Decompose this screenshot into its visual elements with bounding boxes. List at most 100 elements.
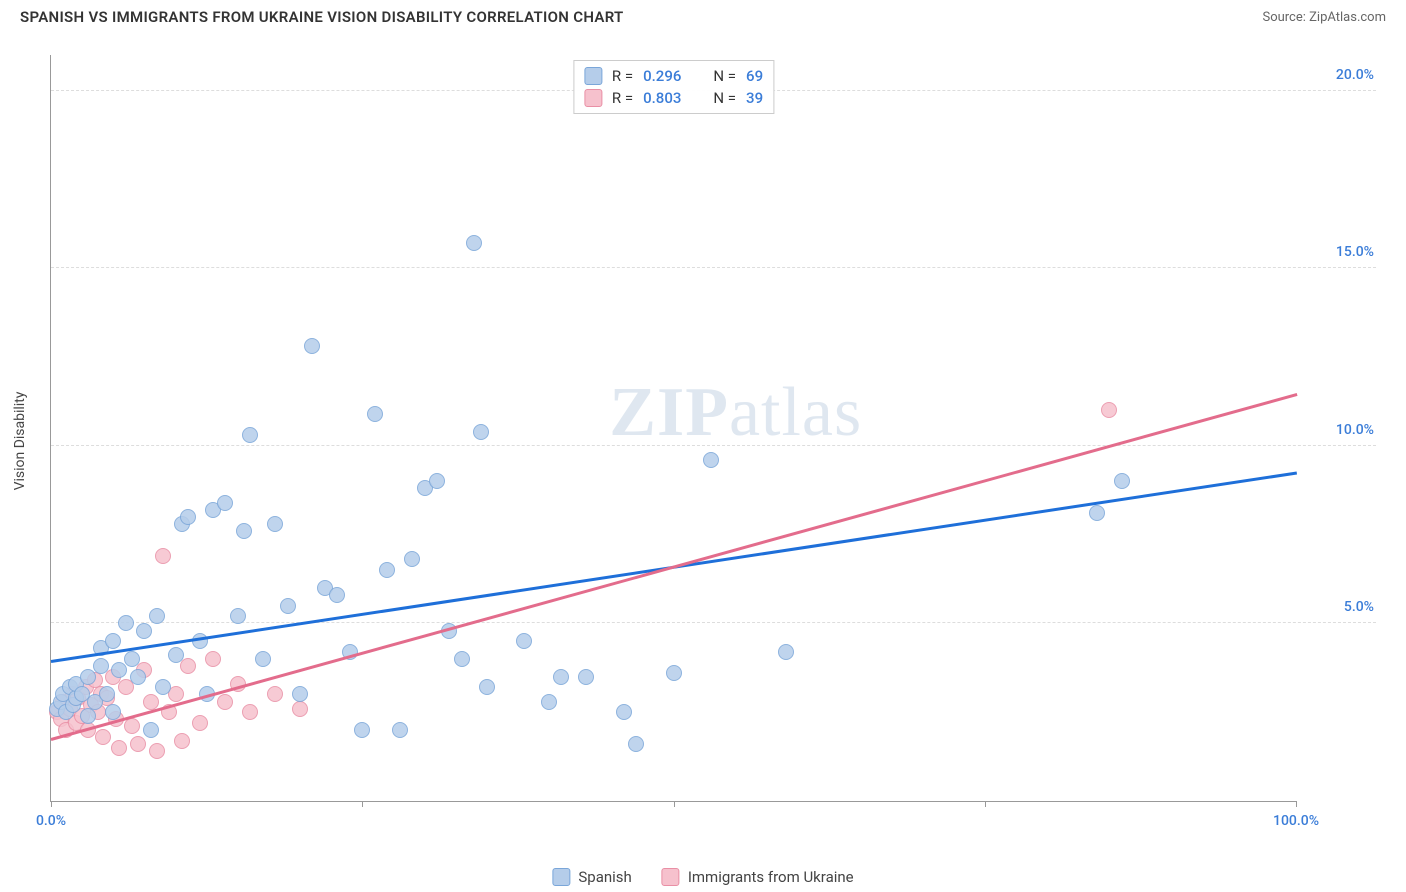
legend-swatch	[662, 868, 680, 886]
scatter-point	[118, 615, 134, 631]
chart-title: SPANISH VS IMMIGRANTS FROM UKRAINE VISIO…	[20, 8, 624, 26]
scatter-point	[242, 427, 258, 443]
scatter-point	[280, 598, 296, 614]
scatter-point	[149, 743, 165, 759]
scatter-point	[174, 733, 190, 749]
scatter-point	[230, 608, 246, 624]
scatter-point	[267, 516, 283, 532]
legend-swatch	[584, 67, 602, 85]
scatter-point	[354, 722, 370, 738]
scatter-point	[1114, 473, 1130, 489]
legend-item: Immigrants from Ukraine	[662, 868, 854, 886]
scatter-point	[155, 548, 171, 564]
r-label: R =	[612, 89, 633, 107]
scatter-point	[454, 651, 470, 667]
scatter-point	[255, 651, 271, 667]
legend-label: Spanish	[578, 868, 631, 886]
scatter-point	[616, 704, 632, 720]
scatter-point	[778, 644, 794, 660]
scatter-point	[628, 736, 644, 752]
scatter-point	[143, 694, 159, 710]
x-tick	[985, 801, 986, 807]
scatter-point	[217, 495, 233, 511]
x-tick	[1296, 801, 1297, 807]
x-tick	[362, 801, 363, 807]
gridline	[51, 445, 1376, 446]
scatter-point	[192, 715, 208, 731]
r-value: 0.296	[643, 67, 681, 85]
source-attribution: Source: ZipAtlas.com	[1262, 10, 1386, 25]
scatter-point	[205, 651, 221, 667]
scatter-point	[292, 701, 308, 717]
scatter-point	[367, 406, 383, 422]
r-value: 0.803	[643, 89, 681, 107]
scatter-point	[703, 452, 719, 468]
legend-stats-row: R = 0.803 N = 39	[584, 87, 763, 109]
scatter-point	[473, 424, 489, 440]
scatter-point	[466, 235, 482, 251]
legend-label: Immigrants from Ukraine	[688, 868, 854, 886]
scatter-point	[404, 551, 420, 567]
scatter-point	[130, 669, 146, 685]
scatter-point	[1101, 402, 1117, 418]
scatter-point	[553, 669, 569, 685]
x-tick	[51, 801, 52, 807]
scatter-point	[95, 729, 111, 745]
scatter-point	[124, 651, 140, 667]
scatter-point	[180, 658, 196, 674]
n-label: N =	[713, 89, 736, 107]
r-label: R =	[612, 67, 633, 85]
legend-stats-row: R = 0.296 N = 69	[584, 65, 763, 87]
scatter-point	[329, 587, 345, 603]
x-tick-label: 100.0%	[1273, 813, 1319, 829]
legend-stats-box: R = 0.296 N = 69 R = 0.803 N = 39	[573, 60, 774, 114]
y-axis-label: Vision Disability	[12, 392, 28, 491]
scatter-point	[516, 633, 532, 649]
y-tick-label: 20.0%	[1304, 67, 1374, 83]
scatter-point	[217, 694, 233, 710]
scatter-point	[168, 647, 184, 663]
scatter-point	[578, 669, 594, 685]
scatter-point	[429, 473, 445, 489]
scatter-point	[130, 736, 146, 752]
scatter-point	[304, 338, 320, 354]
scatter-point	[379, 562, 395, 578]
scatter-point	[111, 740, 127, 756]
legend-swatch	[584, 89, 602, 107]
scatter-point	[292, 686, 308, 702]
scatter-point	[105, 704, 121, 720]
legend-swatch	[552, 868, 570, 886]
scatter-point	[267, 686, 283, 702]
scatter-point	[180, 509, 196, 525]
scatter-point	[666, 665, 682, 681]
gridline	[51, 622, 1376, 623]
n-value: 39	[746, 89, 763, 107]
y-tick-label: 5.0%	[1304, 599, 1374, 615]
n-value: 69	[746, 67, 763, 85]
scatter-point	[99, 686, 115, 702]
n-label: N =	[713, 67, 736, 85]
scatter-point	[124, 718, 140, 734]
legend-item: Spanish	[552, 868, 631, 886]
watermark: ZIPatlas	[609, 373, 862, 453]
y-tick-label: 15.0%	[1304, 244, 1374, 260]
scatter-point	[105, 633, 121, 649]
y-tick-label: 10.0%	[1304, 422, 1374, 438]
gridline	[51, 267, 1376, 268]
bottom-legend: Spanish Immigrants from Ukraine	[552, 868, 853, 886]
scatter-point	[149, 608, 165, 624]
scatter-point	[143, 722, 159, 738]
x-tick-label: 0.0%	[36, 813, 66, 829]
x-tick	[674, 801, 675, 807]
scatter-point	[392, 722, 408, 738]
scatter-point	[479, 679, 495, 695]
scatter-point	[541, 694, 557, 710]
scatter-point	[136, 623, 152, 639]
chart-container: Vision Disability ZIPatlas R =0.296N =69…	[50, 50, 1376, 832]
scatter-point	[1089, 505, 1105, 521]
scatter-point	[80, 708, 96, 724]
scatter-point	[236, 523, 252, 539]
scatter-point	[93, 658, 109, 674]
scatter-point	[155, 679, 171, 695]
scatter-point	[242, 704, 258, 720]
